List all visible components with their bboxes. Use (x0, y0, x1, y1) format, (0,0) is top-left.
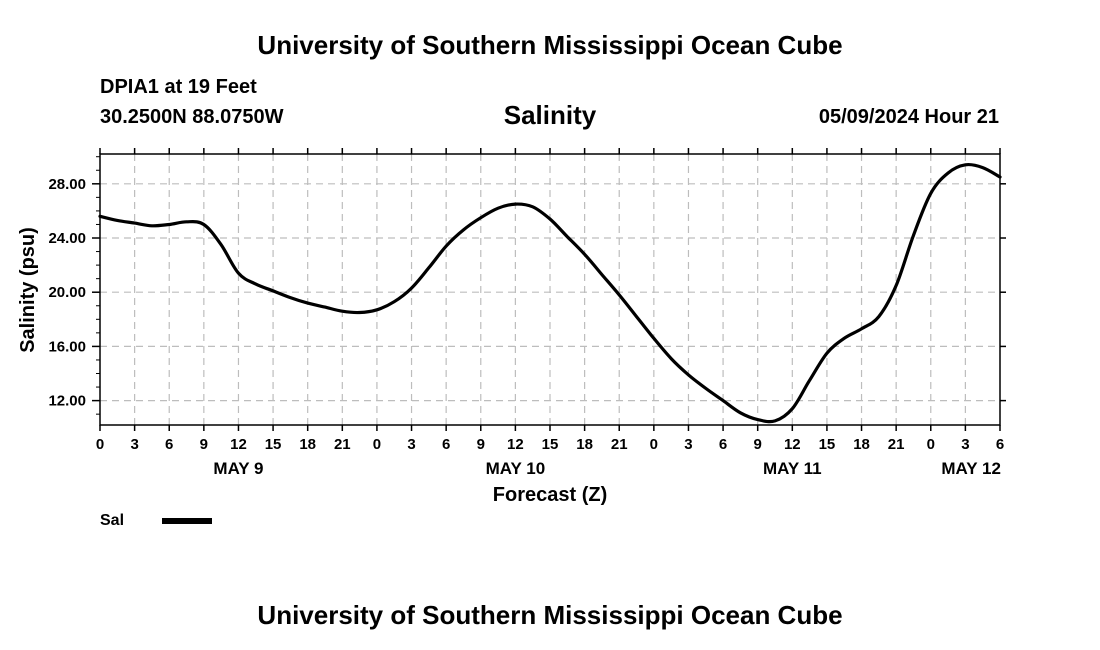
x-tick-label: 9 (754, 436, 762, 453)
x-tick-label: 3 (684, 436, 692, 453)
chart-title: Salinity (503, 100, 597, 130)
x-tick-label: 21 (888, 436, 905, 453)
coordinates-label: 30.2500N 88.0750W (100, 106, 284, 128)
x-tick-label: 15 (819, 436, 836, 453)
y-axis-label: Salinity (psu) (17, 227, 39, 353)
x-tick-label: 0 (927, 436, 935, 453)
x-tick-label: 9 (477, 436, 485, 453)
series-line-sal (98, 162, 1002, 424)
x-tick-label: 18 (299, 436, 316, 453)
day-label: MAY 11 (763, 459, 822, 478)
day-label: MAY 10 (486, 459, 546, 478)
page-title: University of Southern Mississippi Ocean… (257, 30, 843, 60)
day-label: MAY 12 (941, 459, 1001, 478)
x-tick-label: 6 (996, 436, 1004, 453)
x-tick-label: 6 (165, 436, 173, 453)
x-tick-label: 0 (650, 436, 658, 453)
x-tick-label: 18 (576, 436, 593, 453)
tick-labels: 0 3 6 9 12 15 18 21 0 3 6 9 12 15 18 21 0 3 6 9 12 15 18 21 0 3 6 1… (48, 176, 1004, 478)
x-tick-label: 0 (373, 436, 381, 453)
day-label: MAY 9 (213, 459, 263, 478)
x-tick-label: 0 (96, 436, 104, 453)
x-tick-label: 6 (442, 436, 450, 453)
grid (100, 154, 1000, 425)
axis-ticks (92, 148, 1006, 431)
y-tick-label: 28.00 (48, 176, 86, 193)
station-label: DPIA1 at 19 Feet (100, 76, 257, 98)
x-tick-label: 15 (265, 436, 282, 453)
y-tick-label: 20.00 (48, 284, 86, 301)
forecast-datetime: 05/09/2024 Hour 21 (818, 106, 999, 128)
x-tick-label: 12 (507, 436, 524, 453)
x-tick-label: 6 (719, 436, 727, 453)
y-tick-label: 16.00 (48, 338, 86, 355)
x-tick-label: 3 (961, 436, 969, 453)
legend: Sal (100, 512, 212, 529)
x-tick-label: 18 (853, 436, 870, 453)
x-tick-label: 21 (334, 436, 351, 453)
legend-label-sal: Sal (100, 512, 124, 529)
x-axis-label: Forecast (Z) (493, 484, 607, 506)
x-tick-label: 3 (130, 436, 138, 453)
plot-frame (99, 153, 1001, 426)
y-tick-label: 24.00 (48, 230, 86, 247)
footer-title: University of Southern Mississippi Ocean… (257, 600, 843, 630)
x-tick-label: 12 (784, 436, 801, 453)
x-tick-label: 21 (611, 436, 628, 453)
x-tick-label: 3 (407, 436, 415, 453)
y-tick-label: 12.00 (48, 393, 86, 410)
x-tick-label: 15 (542, 436, 559, 453)
x-tick-label: 12 (230, 436, 247, 453)
x-tick-label: 9 (200, 436, 208, 453)
